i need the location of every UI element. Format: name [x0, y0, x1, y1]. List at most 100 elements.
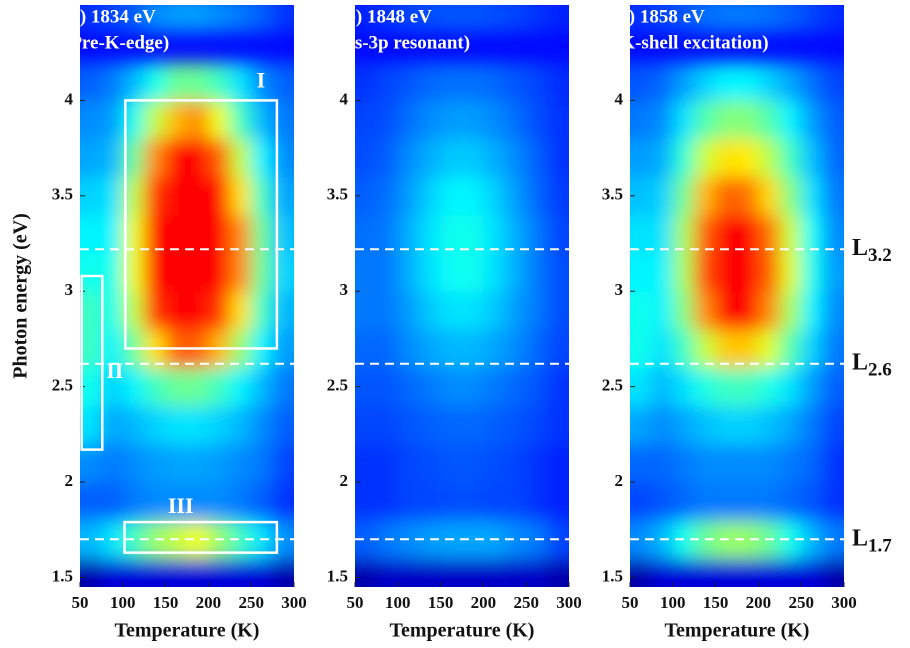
- heat-cell: [483, 405, 506, 445]
- heat-cell: [651, 329, 674, 369]
- heat-cell: [801, 443, 824, 483]
- heat-cell: [122, 62, 145, 101]
- heat-cell: [355, 100, 377, 140]
- heat-cell: [187, 558, 209, 587]
- heat-cell: [504, 138, 527, 178]
- heat-cell: [526, 214, 549, 254]
- heat-cell: [779, 5, 802, 33]
- heat-cell: [144, 291, 167, 330]
- heat-cell: [801, 329, 824, 369]
- heat-cell: [737, 62, 759, 101]
- heat-cell: [440, 176, 463, 216]
- heat-cell: [419, 482, 442, 521]
- heat-cell: [251, 482, 274, 521]
- heat-cell: [187, 214, 209, 254]
- heat-cell: [737, 329, 759, 369]
- heat-cell: [397, 558, 420, 587]
- heat-cell: [229, 214, 252, 254]
- heat-cell: [80, 62, 102, 101]
- heat-cell: [526, 291, 549, 330]
- heat-cell: [376, 253, 399, 292]
- heat-cell: [737, 5, 759, 33]
- heat-cell: [165, 443, 188, 483]
- heat-cell: [80, 558, 102, 587]
- heat-cell: [440, 100, 463, 140]
- heat-cell: [822, 367, 844, 407]
- heat-cell: [419, 405, 442, 445]
- heat-cell: [483, 558, 506, 587]
- heat-cell: [801, 558, 824, 587]
- heat-cell: [801, 482, 824, 521]
- heat-cell: [251, 100, 274, 140]
- heat-cell: [779, 329, 802, 369]
- heat-cell: [694, 329, 717, 369]
- heat-cell: [101, 100, 124, 140]
- heat-cell: [80, 443, 102, 483]
- heat-cell: [397, 5, 420, 33]
- heat-cell: [144, 62, 167, 101]
- heat-cell: [272, 405, 294, 445]
- heat-cell: [822, 253, 844, 292]
- heat-cell: [715, 138, 738, 178]
- heat-cell: [101, 443, 124, 483]
- y-tick-label: 2.5: [602, 376, 623, 395]
- heat-cell: [779, 100, 802, 140]
- heat-cell: [208, 558, 231, 587]
- heat-cell: [526, 138, 549, 178]
- heat-cell: [165, 5, 188, 33]
- heat-cell: [272, 214, 294, 254]
- heat-cell: [694, 443, 717, 483]
- heat-cell: [419, 329, 442, 369]
- heat-cell: [483, 367, 506, 407]
- heat-cell: [630, 367, 652, 407]
- heat-cell: [694, 482, 717, 521]
- heat-cell: [547, 176, 569, 216]
- heat-cell: [419, 176, 442, 216]
- heat-cell: [504, 443, 527, 483]
- heat-cell: [822, 100, 844, 140]
- heat-cell: [229, 482, 252, 521]
- heat-cell: [101, 62, 124, 101]
- heat-cell: [187, 482, 209, 521]
- heat-cell: [651, 100, 674, 140]
- heat-cell: [801, 367, 824, 407]
- heat-cell: [101, 5, 124, 33]
- heat-cell: [758, 5, 781, 33]
- heat-cell: [504, 100, 527, 140]
- heat-cell: [672, 329, 695, 369]
- heat-cell: [630, 482, 652, 521]
- heat-cell: [122, 100, 145, 140]
- heat-cell: [376, 482, 399, 521]
- x-tick-label: 300: [556, 593, 582, 612]
- heat-cell: [651, 482, 674, 521]
- heat-cell: [440, 291, 463, 330]
- heat-cell: [651, 214, 674, 254]
- heat-cell: [440, 482, 463, 521]
- heat-cell: [779, 176, 802, 216]
- heat-cell: [822, 443, 844, 483]
- x-tick-label: 150: [703, 593, 729, 612]
- heat-cell: [630, 62, 652, 101]
- x-tick-label: 200: [196, 593, 222, 612]
- y-tick-label: 3: [65, 280, 74, 299]
- heat-cell: [229, 62, 252, 101]
- heat-cell: [229, 5, 252, 33]
- heat-cell: [779, 62, 802, 101]
- heat-cell: [694, 62, 717, 101]
- y-tick-label: 3.5: [52, 185, 73, 204]
- heatmap: [630, 5, 844, 587]
- y-tick-label: 3: [615, 280, 624, 299]
- heat-cell: [144, 214, 167, 254]
- heat-cell: [801, 291, 824, 330]
- heat-cell: [462, 405, 484, 445]
- heat-cell: [355, 329, 377, 369]
- heat-cell: [504, 176, 527, 216]
- heat-cell: [547, 405, 569, 445]
- heat-cell: [737, 443, 759, 483]
- heat-cell: [165, 62, 188, 101]
- heat-cell: [504, 214, 527, 254]
- heat-cell: [779, 558, 802, 587]
- heat-cell: [101, 138, 124, 178]
- heat-cell: [187, 100, 209, 140]
- heat-cell: [651, 138, 674, 178]
